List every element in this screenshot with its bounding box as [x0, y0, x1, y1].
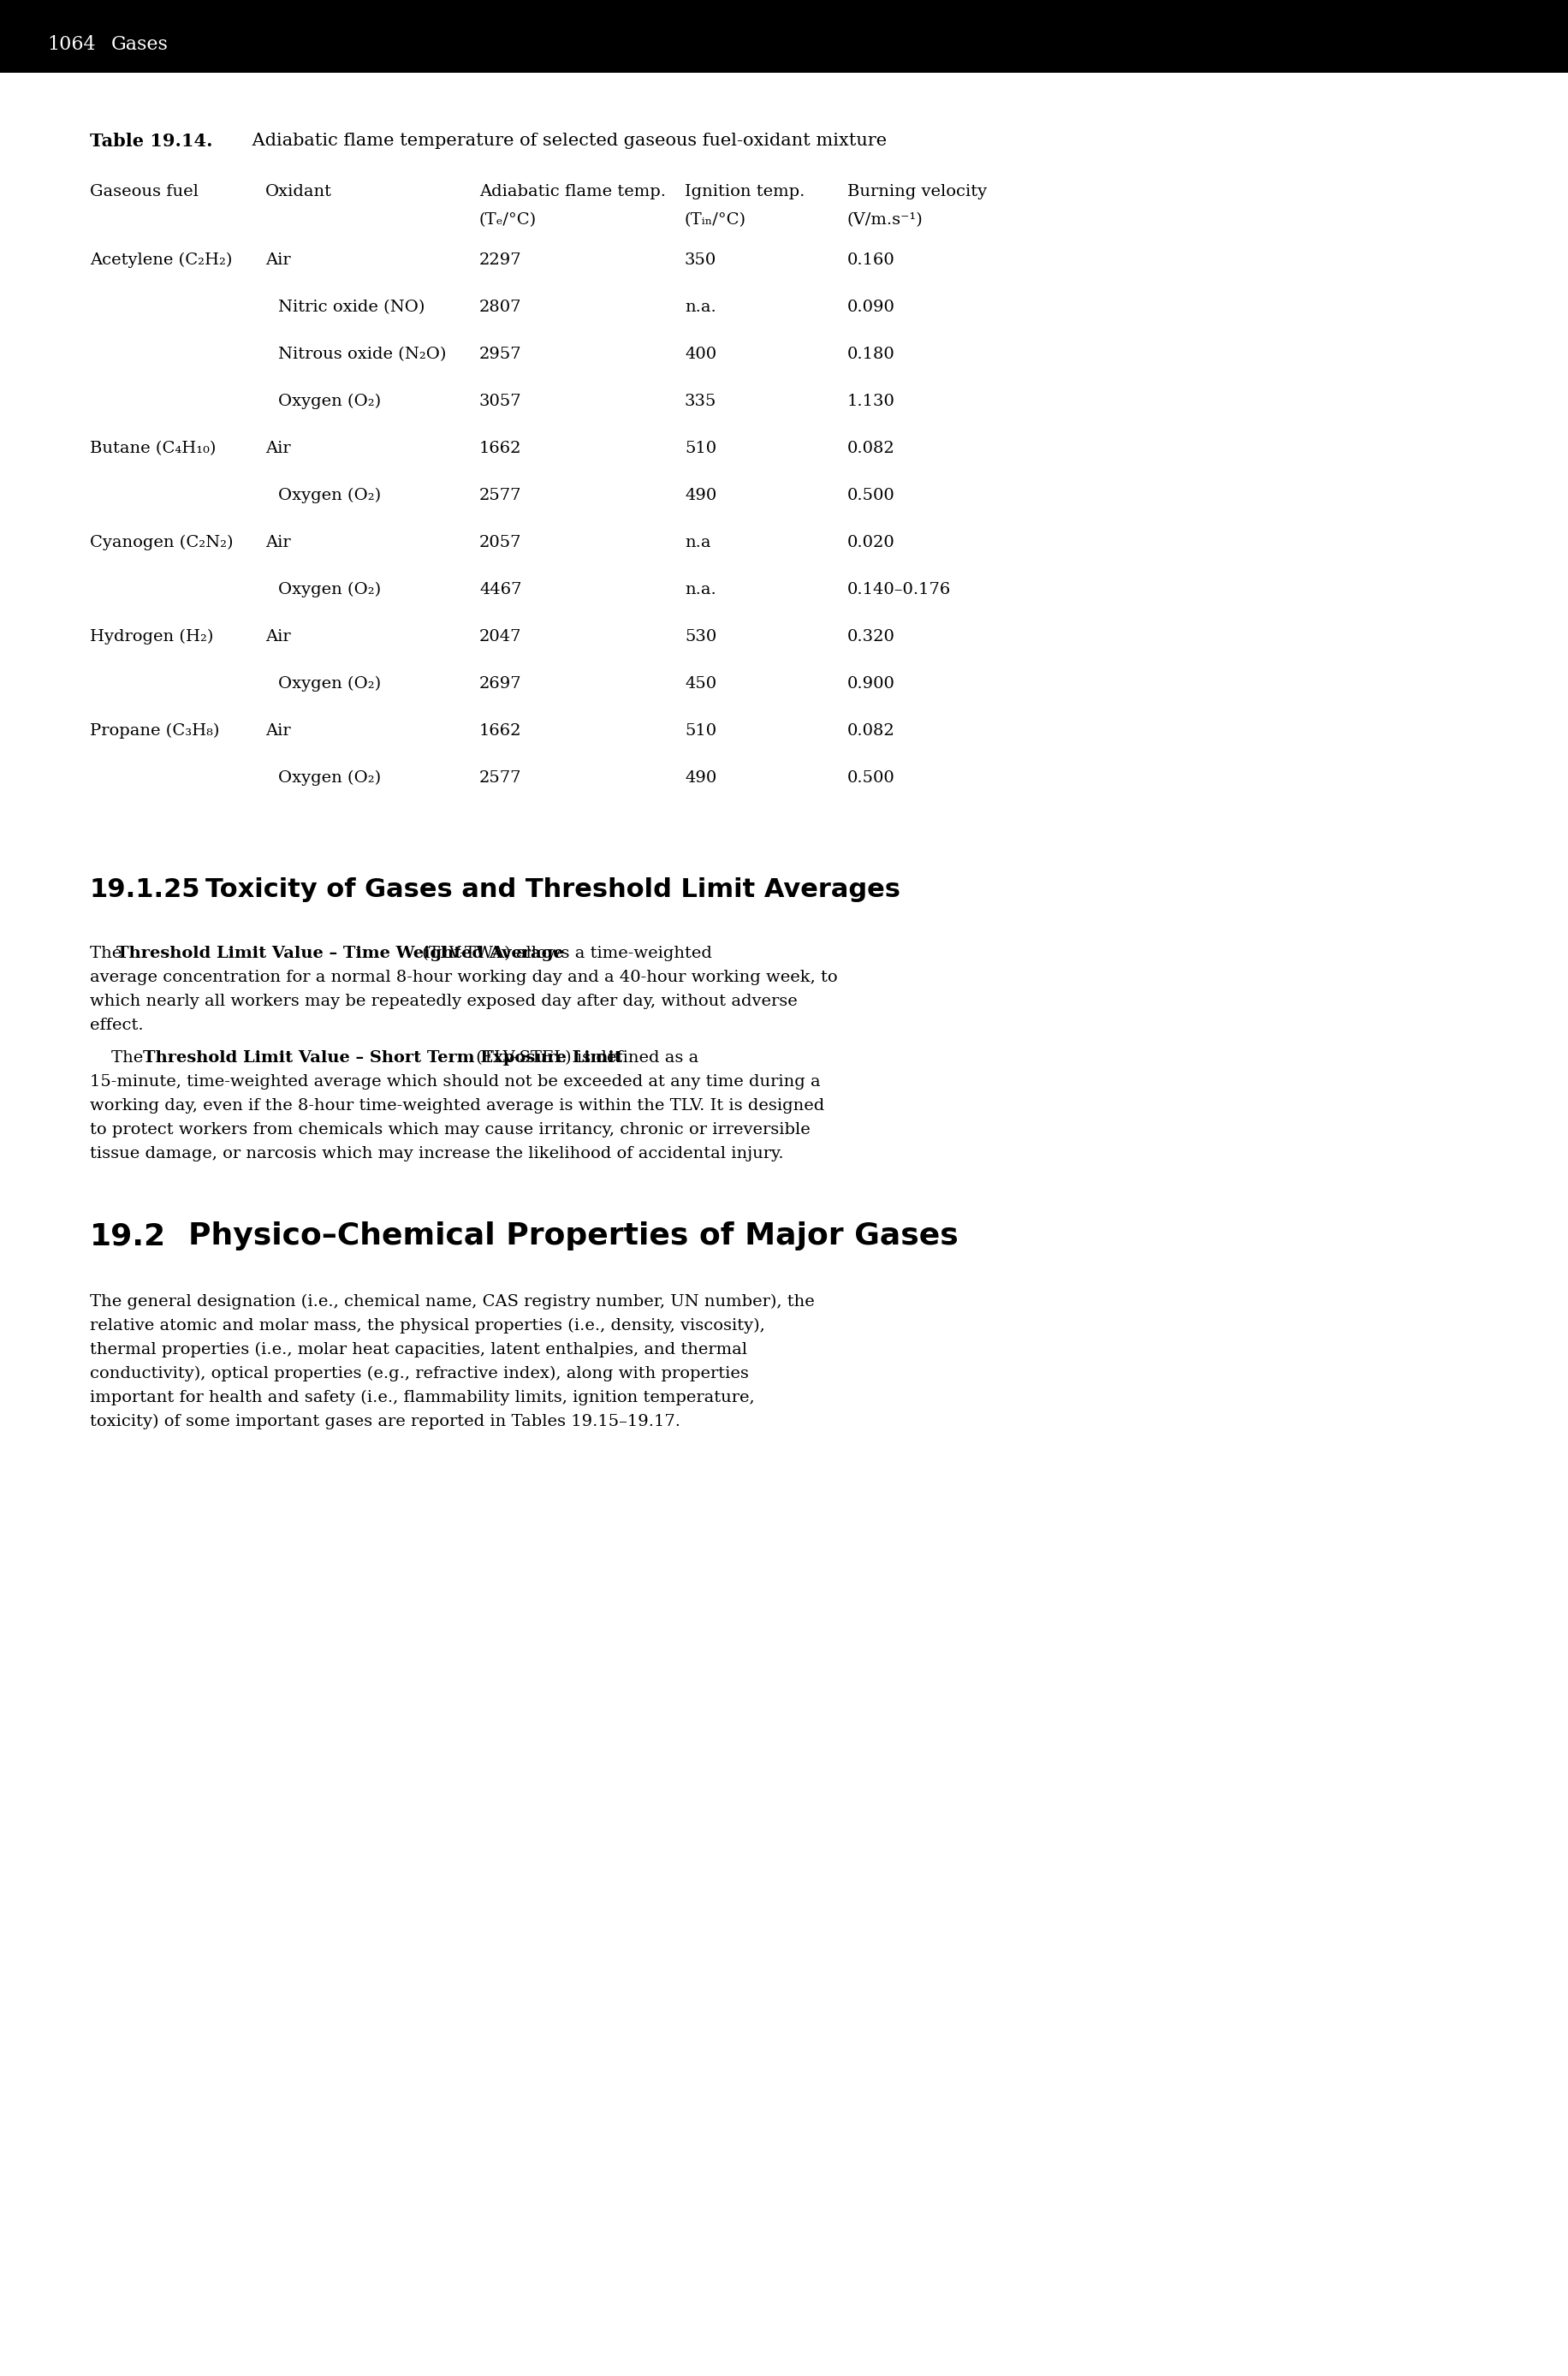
Text: The: The — [89, 1050, 149, 1064]
Text: Table 19.14.: Table 19.14. — [89, 133, 213, 150]
Text: conductivity), optical properties (e.g., refractive index), along with propertie: conductivity), optical properties (e.g.,… — [89, 1366, 748, 1383]
Text: Oxygen (O₂): Oxygen (O₂) — [278, 770, 381, 786]
Text: 0.500: 0.500 — [847, 487, 895, 504]
Text: 2577: 2577 — [480, 487, 522, 504]
Text: 2697: 2697 — [480, 677, 522, 691]
Text: Oxygen (O₂): Oxygen (O₂) — [278, 487, 381, 504]
Text: 2957: 2957 — [480, 347, 522, 361]
Text: Air: Air — [265, 722, 290, 739]
Text: Propane (C₃H₈): Propane (C₃H₈) — [89, 722, 220, 739]
Text: Nitrous oxide (N₂O): Nitrous oxide (N₂O) — [278, 347, 445, 361]
Text: 0.082: 0.082 — [847, 722, 895, 739]
Text: which nearly all workers may be repeatedly exposed day after day, without advers: which nearly all workers may be repeated… — [89, 993, 797, 1010]
Text: 450: 450 — [684, 677, 717, 691]
Text: Air: Air — [265, 252, 290, 268]
Text: Oxygen (O₂): Oxygen (O₂) — [278, 394, 381, 409]
Text: tissue damage, or narcosis which may increase the likelihood of accidental injur: tissue damage, or narcosis which may inc… — [89, 1145, 784, 1162]
Text: working day, even if the 8-hour time-weighted average is within the TLV. It is d: working day, even if the 8-hour time-wei… — [89, 1098, 825, 1114]
Text: Cyanogen (C₂N₂): Cyanogen (C₂N₂) — [89, 535, 234, 551]
Text: 335: 335 — [684, 394, 717, 409]
Text: 0.500: 0.500 — [847, 770, 895, 786]
Text: 0.020: 0.020 — [847, 535, 895, 551]
Text: 0.320: 0.320 — [847, 630, 895, 644]
Text: 4467: 4467 — [480, 582, 522, 596]
Text: average concentration for a normal 8-hour working day and a 40-hour working week: average concentration for a normal 8-hou… — [89, 969, 837, 986]
Text: Hydrogen (H₂): Hydrogen (H₂) — [89, 630, 213, 644]
Text: 490: 490 — [684, 487, 717, 504]
Text: Threshold Limit Value – Time Weighted Average: Threshold Limit Value – Time Weighted Av… — [116, 946, 563, 962]
Text: 1662: 1662 — [480, 442, 522, 456]
Text: 0.082: 0.082 — [847, 442, 895, 456]
Text: 1064: 1064 — [47, 36, 96, 55]
Text: 1.130: 1.130 — [847, 394, 895, 409]
Text: 0.160: 0.160 — [847, 252, 895, 268]
Text: 2577: 2577 — [480, 770, 522, 786]
Text: 530: 530 — [684, 630, 717, 644]
Text: n.a: n.a — [684, 535, 710, 551]
Text: Ignition temp.: Ignition temp. — [684, 183, 804, 200]
FancyBboxPatch shape — [0, 0, 1568, 74]
Text: Butane (C₄H₁₀): Butane (C₄H₁₀) — [89, 442, 216, 456]
Text: 510: 510 — [684, 722, 717, 739]
Text: Oxygen (O₂): Oxygen (O₂) — [278, 677, 381, 691]
Text: Gaseous fuel: Gaseous fuel — [89, 183, 199, 200]
Text: Acetylene (C₂H₂): Acetylene (C₂H₂) — [89, 252, 232, 268]
Text: Threshold Limit Value – Short Term Exposure Limit: Threshold Limit Value – Short Term Expos… — [143, 1050, 622, 1064]
Text: 510: 510 — [684, 442, 717, 456]
Text: 2047: 2047 — [480, 630, 522, 644]
Text: Air: Air — [265, 442, 290, 456]
Text: 15-minute, time-weighted average which should not be exceeded at any time during: 15-minute, time-weighted average which s… — [89, 1074, 820, 1091]
Text: The general designation (i.e., chemical name, CAS registry number, UN number), t: The general designation (i.e., chemical … — [89, 1295, 814, 1309]
Text: 0.090: 0.090 — [847, 299, 895, 316]
Text: Adiabatic flame temp.: Adiabatic flame temp. — [480, 183, 665, 200]
Text: 0.900: 0.900 — [847, 677, 895, 691]
Text: 0.140–0.176: 0.140–0.176 — [847, 582, 950, 596]
Text: 0.180: 0.180 — [847, 347, 895, 361]
Text: 2057: 2057 — [480, 535, 522, 551]
Text: (TLV-STEL) is defined as a: (TLV-STEL) is defined as a — [470, 1050, 698, 1064]
Text: important for health and safety (i.e., flammability limits, ignition temperature: important for health and safety (i.e., f… — [89, 1390, 754, 1407]
Text: (Tₑ/°C): (Tₑ/°C) — [480, 211, 536, 228]
Text: 2807: 2807 — [480, 299, 522, 316]
Text: toxicity) of some important gases are reported in Tables 19.15–19.17.: toxicity) of some important gases are re… — [89, 1414, 681, 1430]
Text: relative atomic and molar mass, the physical properties (i.e., density, viscosit: relative atomic and molar mass, the phys… — [89, 1319, 765, 1333]
Text: (TLV-TWA) allows a time-weighted: (TLV-TWA) allows a time-weighted — [417, 946, 712, 962]
Text: effect.: effect. — [89, 1017, 143, 1034]
Text: Oxygen (O₂): Oxygen (O₂) — [278, 582, 381, 599]
Text: 19.1.25: 19.1.25 — [89, 877, 201, 903]
Text: 19.2: 19.2 — [89, 1221, 166, 1250]
Text: 2297: 2297 — [480, 252, 522, 268]
Text: n.a.: n.a. — [684, 582, 715, 596]
Text: n.a.: n.a. — [684, 299, 715, 316]
Text: Gases: Gases — [111, 36, 168, 55]
Text: 490: 490 — [684, 770, 717, 786]
Text: to protect workers from chemicals which may cause irritancy, chronic or irrevers: to protect workers from chemicals which … — [89, 1121, 811, 1138]
Text: Physico–Chemical Properties of Major Gases: Physico–Chemical Properties of Major Gas… — [188, 1221, 958, 1250]
Text: 1662: 1662 — [480, 722, 522, 739]
Text: Air: Air — [265, 535, 290, 551]
Text: Toxicity of Gases and Threshold Limit Averages: Toxicity of Gases and Threshold Limit Av… — [205, 877, 900, 903]
Text: Nitric oxide (NO): Nitric oxide (NO) — [278, 299, 425, 316]
Text: 350: 350 — [684, 252, 717, 268]
Text: Oxidant: Oxidant — [265, 183, 332, 200]
Text: thermal properties (i.e., molar heat capacities, latent enthalpies, and thermal: thermal properties (i.e., molar heat cap… — [89, 1342, 746, 1357]
Text: Adiabatic flame temperature of selected gaseous fuel-oxidant mixture: Adiabatic flame temperature of selected … — [246, 133, 886, 150]
Text: 3057: 3057 — [480, 394, 522, 409]
Text: Air: Air — [265, 630, 290, 644]
Text: 400: 400 — [684, 347, 717, 361]
Text: (Tᵢₙ/°C): (Tᵢₙ/°C) — [684, 211, 746, 228]
Text: The: The — [89, 946, 127, 962]
Text: Burning velocity: Burning velocity — [847, 183, 986, 200]
Text: (V/m.s⁻¹): (V/m.s⁻¹) — [847, 211, 924, 228]
